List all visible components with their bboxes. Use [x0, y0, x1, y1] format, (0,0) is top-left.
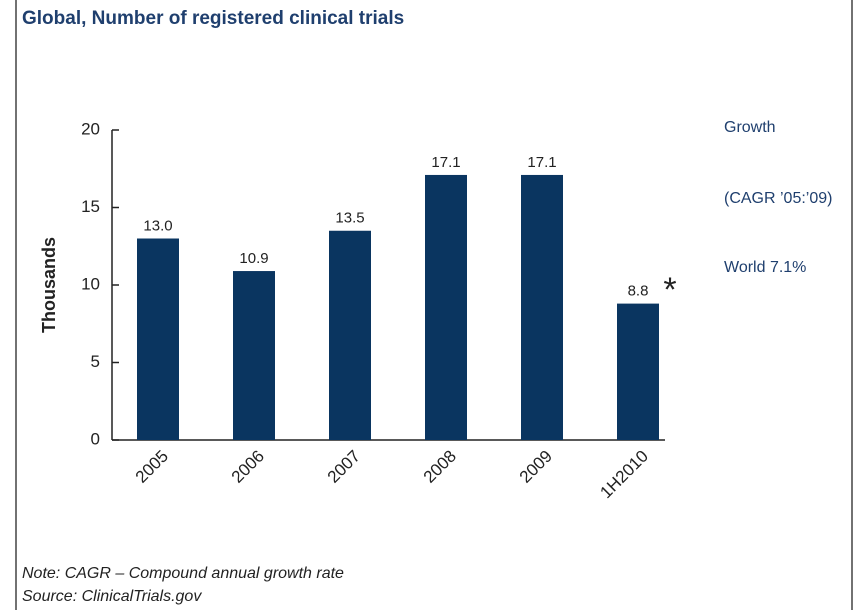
- value-label: 13.5: [335, 210, 364, 227]
- value-label: 10.9: [239, 250, 268, 267]
- chart-title: Global, Number of registered clinical tr…: [22, 8, 404, 29]
- side-note: (CAGR ’05:’09): [724, 190, 832, 207]
- footnote: Source: ClinicalTrials.gov: [22, 588, 202, 605]
- side-note: World 7.1%: [724, 259, 806, 276]
- side-note: Growth: [724, 119, 776, 136]
- bar: [617, 303, 659, 440]
- x-tick-label: 2008: [420, 447, 460, 487]
- bar: [521, 174, 563, 440]
- value-label: 17.1: [431, 154, 460, 171]
- bar: [425, 174, 467, 440]
- value-label: 13.0: [143, 217, 172, 234]
- y-tick-label: 15: [81, 197, 100, 216]
- y-axis-label: Thousands: [39, 237, 59, 333]
- x-tick-label: 2009: [516, 447, 556, 487]
- bar: [137, 238, 179, 440]
- value-label: 17.1: [527, 154, 556, 171]
- y-tick-label: 5: [91, 352, 100, 371]
- value-label: 8.8: [628, 283, 649, 300]
- y-tick-label: 0: [91, 429, 100, 448]
- footnote: Note: CAGR – Compound annual growth rate: [22, 565, 344, 582]
- annotation: *: [663, 271, 676, 309]
- bar: [329, 230, 371, 440]
- x-tick-label: 1H2010: [596, 447, 652, 503]
- x-tick-label: 2007: [324, 447, 364, 487]
- y-tick-label: 10: [81, 274, 100, 293]
- x-tick-label: 2005: [132, 447, 172, 487]
- y-tick-label: 20: [81, 119, 100, 138]
- bar: [233, 271, 275, 440]
- x-tick-label: 2006: [228, 447, 268, 487]
